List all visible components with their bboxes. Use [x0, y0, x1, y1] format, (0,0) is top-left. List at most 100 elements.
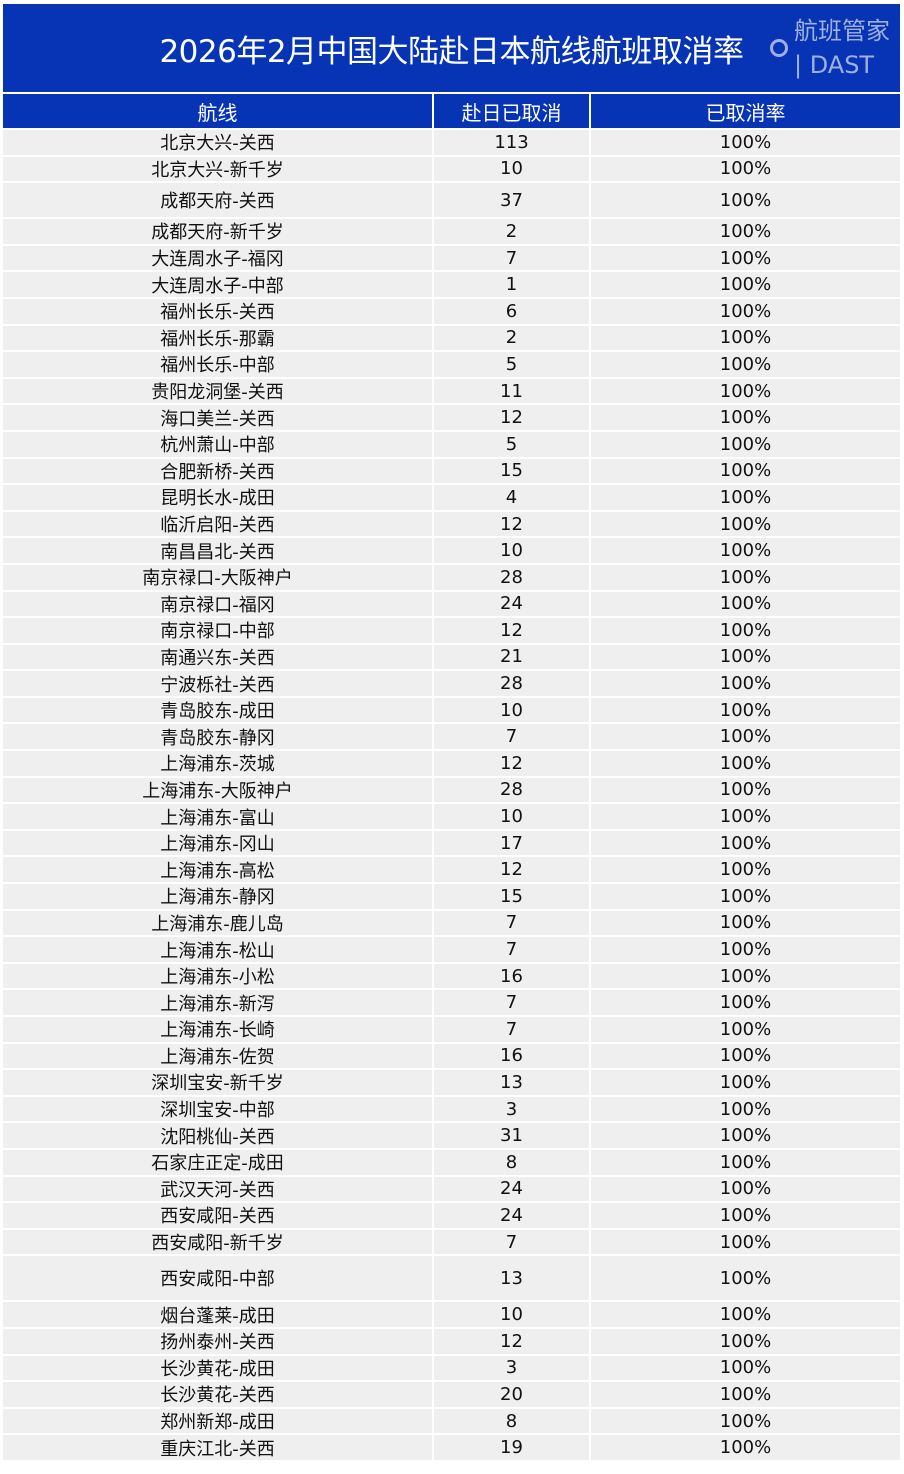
- cancel-rate-cell: 100%: [589, 857, 900, 883]
- cancel-rate-cell: 100%: [589, 431, 900, 457]
- cancelled-count-cell: 12: [432, 618, 589, 643]
- table-row: 扬州泰州-关西 12 100%: [3, 1326, 900, 1354]
- cancelled-count-cell: 16: [432, 1043, 589, 1069]
- route-cell: 深圳宝安-中部: [160, 1100, 275, 1122]
- cancelled-count-cell: 7: [432, 1017, 589, 1042]
- cancel-rate-cell: 100%: [589, 990, 900, 1015]
- table-row: 大连周水子-中部 1 100%: [3, 270, 900, 297]
- cancel-rate-cell: 100%: [589, 751, 900, 776]
- route-cell: 海口美兰-关西: [160, 408, 275, 430]
- route-cell: 南京禄口-福冈: [160, 594, 275, 616]
- cancel-rate-cell: 100%: [589, 156, 900, 182]
- route-cell: 上海浦东-富山: [160, 807, 275, 829]
- cancel-rate-cell: 100%: [589, 511, 900, 537]
- route-cell: 上海浦东-小松: [160, 967, 275, 989]
- cancel-rate-cell: 100%: [589, 1256, 900, 1301]
- cancelled-count-cell: 15: [432, 884, 589, 909]
- table-row: 成都天府-关西 37 100%: [3, 181, 900, 218]
- cancel-rate-cell: 100%: [589, 1229, 900, 1255]
- cancel-rate-cell: 100%: [589, 1096, 900, 1122]
- cancel-rate-cell: 100%: [589, 1355, 900, 1381]
- cancelled-count-cell: 15: [432, 458, 589, 484]
- cancelled-count-cell: 13: [432, 1070, 589, 1095]
- table-body: 北京大兴-关西 113 100% 北京大兴-新千岁 10 100% 成都天府-关西 37 100…: [3, 128, 900, 1460]
- route-cell: 上海浦东-冈山: [160, 834, 275, 856]
- route-cell: 郑州新郑-成田: [160, 1412, 275, 1434]
- cancelled-count-cell: 12: [432, 1328, 589, 1354]
- table-row: 福州长乐-关西 6 100%: [3, 296, 900, 324]
- table-row: 上海浦东-冈山 17 100%: [3, 828, 900, 856]
- cancel-rate-cell: 100%: [589, 644, 900, 670]
- route-cell: 大连周水子-中部: [151, 275, 284, 297]
- route-cell: 宁波栎社-关西: [160, 674, 275, 696]
- route-cell: 大连周水子-福冈: [151, 249, 284, 271]
- column-header-route: 航线: [197, 100, 238, 125]
- cancel-rate-cell: 100%: [589, 1408, 900, 1434]
- route-cell: 烟台蓬莱-成田: [160, 1305, 275, 1327]
- cancel-rate-cell: 100%: [589, 325, 900, 351]
- route-cell: 南京禄口-大阪神户: [142, 568, 293, 590]
- route-cell: 北京大兴-关西: [160, 133, 275, 155]
- cancelled-count-cell: 7: [432, 910, 589, 936]
- table-row: 郑州新郑-成田 8 100%: [3, 1406, 900, 1434]
- table-row: 临沂启阳-关西 12 100%: [3, 509, 900, 537]
- table-row: 成都天府-新千岁 2 100%: [3, 217, 900, 244]
- cancelled-count-cell: 11: [432, 378, 589, 404]
- route-cell: 南通兴东-关西: [160, 647, 275, 669]
- cancel-rate-cell: 100%: [589, 272, 900, 297]
- table-row: 北京大兴-关西 113 100%: [3, 128, 900, 155]
- table-row: 福州长乐-中部 5 100%: [3, 350, 900, 377]
- cancelled-count-cell: 7: [432, 1229, 589, 1255]
- route-cell: 上海浦东-高松: [160, 860, 275, 882]
- cancelled-count-cell: 1: [432, 272, 589, 297]
- cancelled-count-cell: 13: [432, 1256, 589, 1301]
- cancelled-count-cell: 8: [432, 1408, 589, 1434]
- cancelled-count-cell: 10: [432, 697, 589, 723]
- table-row: 西安咸阳-新千岁 7 100%: [3, 1227, 900, 1255]
- table-row: 合肥新桥-关西 15 100%: [3, 456, 900, 484]
- table-header: 航线 赴日已取消 已取消率: [3, 94, 900, 128]
- route-cell: 深圳宝安-新千岁: [151, 1073, 284, 1095]
- cancelled-count-cell: 7: [432, 937, 589, 962]
- table-row: 上海浦东-松山 7 100%: [3, 935, 900, 962]
- table-row: 长沙黄花-成田 3 100%: [3, 1353, 900, 1381]
- route-cell: 沈阳桃仙-关西: [160, 1126, 275, 1148]
- route-cell: 上海浦东-大阪神户: [142, 780, 293, 802]
- route-cell: 上海浦东-佐贺: [160, 1046, 275, 1068]
- cancelled-count-cell: 8: [432, 1149, 589, 1175]
- route-cell: 临沂启阳-关西: [160, 515, 275, 537]
- table-row: 昆明长水-成田 4 100%: [3, 483, 900, 510]
- cancel-rate-cell: 100%: [589, 298, 900, 324]
- table-row: 青岛胶东-静冈 7 100%: [3, 722, 900, 750]
- cancel-rate-cell: 100%: [589, 618, 900, 643]
- route-cell: 扬州泰州-关西: [160, 1332, 275, 1354]
- cancel-rate-cell: 100%: [589, 910, 900, 936]
- cancelled-count-cell: 16: [432, 963, 589, 989]
- cancellation-table: 航线 赴日已取消 已取消率 北京大兴-关西 113 100% 北京大兴-新千岁 10 10…: [3, 94, 900, 1460]
- table-row: 福州长乐-那霸 2 100%: [3, 323, 900, 351]
- cancel-rate-cell: 100%: [589, 1017, 900, 1042]
- cancel-rate-cell: 100%: [589, 538, 900, 563]
- cancel-rate-cell: 100%: [589, 245, 900, 271]
- table-row: 青岛胶东-成田 10 100%: [3, 695, 900, 723]
- cancel-rate-cell: 100%: [589, 1176, 900, 1202]
- cancelled-count-cell: 24: [432, 591, 589, 617]
- route-cell: 合肥新桥-关西: [160, 461, 275, 483]
- cancelled-count-cell: 10: [432, 156, 589, 182]
- cancelled-count-cell: 7: [432, 245, 589, 271]
- column-header-rate: 已取消率: [589, 94, 900, 128]
- route-cell: 青岛胶东-静冈: [160, 727, 275, 749]
- cancel-rate-cell: 100%: [589, 405, 900, 430]
- cancelled-count-cell: 5: [432, 352, 589, 377]
- route-cell: 上海浦东-长崎: [160, 1020, 275, 1042]
- cancel-rate-cell: 100%: [589, 1149, 900, 1175]
- cancelled-count-cell: 28: [432, 777, 589, 803]
- cancel-rate-cell: 100%: [589, 963, 900, 989]
- route-cell: 长沙黄花-成田: [160, 1358, 275, 1380]
- cancel-rate-cell: 100%: [589, 937, 900, 962]
- cancelled-count-cell: 7: [432, 990, 589, 1015]
- cancelled-count-cell: 37: [432, 183, 589, 218]
- table-row: 上海浦东-茨城 12 100%: [3, 749, 900, 776]
- table-row: 长沙黄花-关西 20 100%: [3, 1380, 900, 1407]
- table-row: 烟台蓬莱-成田 10 100%: [3, 1300, 900, 1327]
